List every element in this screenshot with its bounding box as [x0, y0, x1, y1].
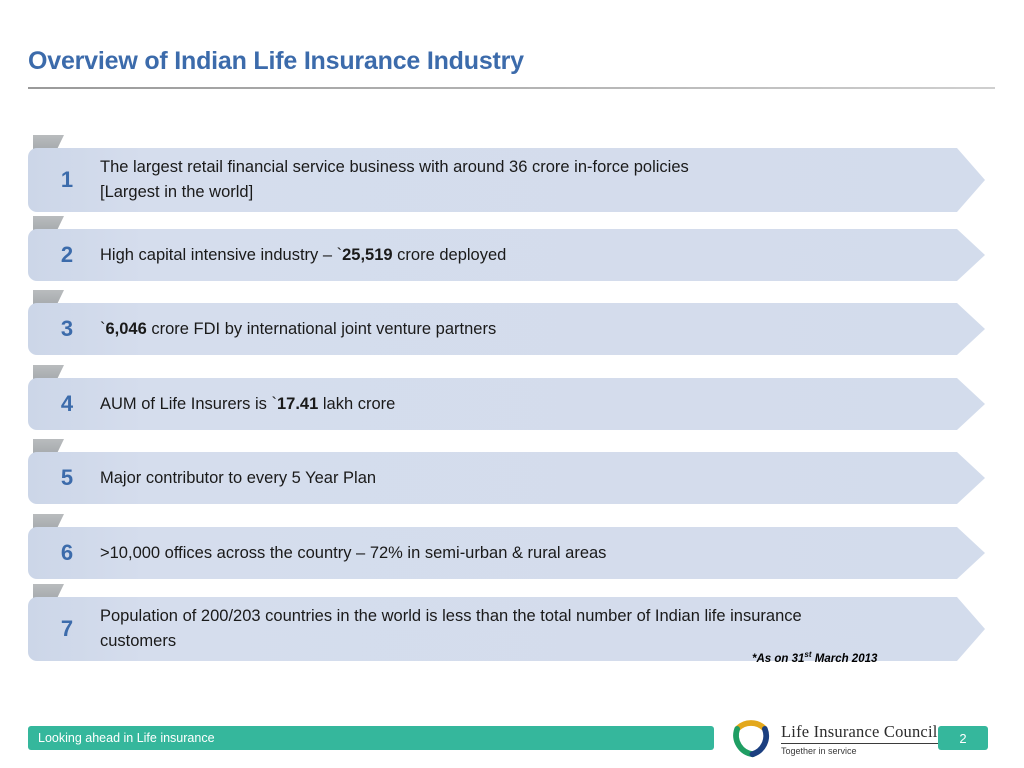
ribbon-number: 7: [60, 616, 74, 641]
ribbon-fold-icon: [33, 365, 64, 379]
ribbon-text: >10,000 offices across the country – 72%…: [100, 541, 985, 566]
ribbon-body: 5 Major contributor to every 5 Year Plan: [28, 452, 985, 504]
ribbon-text-line: [Largest in the world]: [100, 183, 254, 201]
brand-tagline: Together in service: [781, 746, 857, 756]
ribbon-fold-icon: [33, 514, 64, 528]
footnote-suffix: March 2013: [811, 652, 878, 665]
ribbon-text-line: AUM of Life Insurers is `17.41 lakh cror…: [100, 394, 396, 413]
ribbon-row: 4 AUM of Life Insurers is `17.41 lakh cro…: [28, 365, 985, 430]
ribbon-text-line: `6,046 crore FDI by international joint …: [100, 319, 497, 338]
ribbon-row: 1 The largest retail financial service bu…: [28, 135, 985, 212]
ribbon-text-line: Major contributor to every 5 Year Plan: [100, 468, 377, 487]
title-divider: [28, 87, 995, 89]
ribbon-body: 3 `6,046 crore FDI by international joint…: [28, 303, 985, 355]
brand-words: Life Insurance Council Together in servi…: [774, 720, 938, 756]
ribbon-fold-icon: [33, 216, 64, 230]
footer-tagline: Looking ahead in Life insurance: [38, 731, 215, 745]
ribbon-row: 3 `6,046 crore FDI by international joint…: [28, 290, 985, 355]
ribbon-text: Population of 200/203 countries in the w…: [100, 604, 985, 654]
footnote: *As on 31st March 2013: [752, 650, 877, 665]
ribbon-text: AUM of Life Insurers is `17.41 lakh cror…: [100, 392, 985, 417]
ribbon-row: 7 Population of 200/203 countries in the …: [28, 584, 985, 661]
ribbon-text-line: High capital intensive industry – `25,51…: [100, 245, 507, 264]
footer-bar: Looking ahead in Life insurance: [28, 726, 714, 750]
ribbon-row: 5 Major contributor to every 5 Year Plan: [28, 439, 985, 504]
ribbon-text-line: The largest retail financial service bus…: [100, 158, 689, 177]
ribbon-row: 2 High capital intensive industry – `25,5…: [28, 216, 985, 281]
page-title: Overview of Indian Life Insurance Indust…: [28, 47, 524, 75]
ribbon-number: 4: [60, 391, 74, 416]
ribbon-number: 5: [60, 465, 74, 490]
ribbon-body: 2 High capital intensive industry – `25,5…: [28, 229, 985, 281]
ribbon-body: 6 >10,000 offices across the country – 72…: [28, 527, 985, 579]
ribbon-row: 6 >10,000 offices across the country – 72…: [28, 514, 985, 579]
brand-name: Life Insurance Council: [781, 722, 938, 744]
ribbon-text-line: >10,000 offices across the country – 72%…: [100, 543, 607, 562]
ribbon-body: 4 AUM of Life Insurers is `17.41 lakh cro…: [28, 378, 985, 430]
footnote-ordinal: st: [804, 650, 812, 659]
ribbon-fold-icon: [33, 290, 64, 304]
ribbon-text-line: Population of 200/203 countries in the w…: [100, 607, 802, 626]
ribbon-number: 1: [60, 167, 74, 192]
ribbon-fold-icon: [33, 135, 64, 149]
footnote-prefix: *As on 31: [752, 652, 805, 665]
ribbon-body: 7 Population of 200/203 countries in the …: [28, 597, 985, 661]
ribbon-text: High capital intensive industry – `25,51…: [100, 243, 985, 268]
ribbon-text: `6,046 crore FDI by international joint …: [100, 317, 985, 342]
ribbon-number: 2: [60, 242, 74, 267]
ribbon-number: 3: [60, 316, 74, 341]
ribbon-text: Major contributor to every 5 Year Plan: [100, 466, 985, 491]
page-number-badge: 2: [938, 726, 988, 750]
ribbon-number: 6: [60, 540, 74, 565]
brand-block: Life Insurance Council Together in servi…: [728, 716, 938, 760]
ribbon-text-line: customers: [100, 632, 177, 650]
ribbon-body: 1 The largest retail financial service bu…: [28, 148, 985, 212]
ribbon-fold-icon: [33, 439, 64, 453]
ribbon-fold-icon: [33, 584, 64, 598]
ribbon-text: The largest retail financial service bus…: [100, 155, 985, 205]
life-insurance-council-logo-icon: [728, 717, 774, 759]
